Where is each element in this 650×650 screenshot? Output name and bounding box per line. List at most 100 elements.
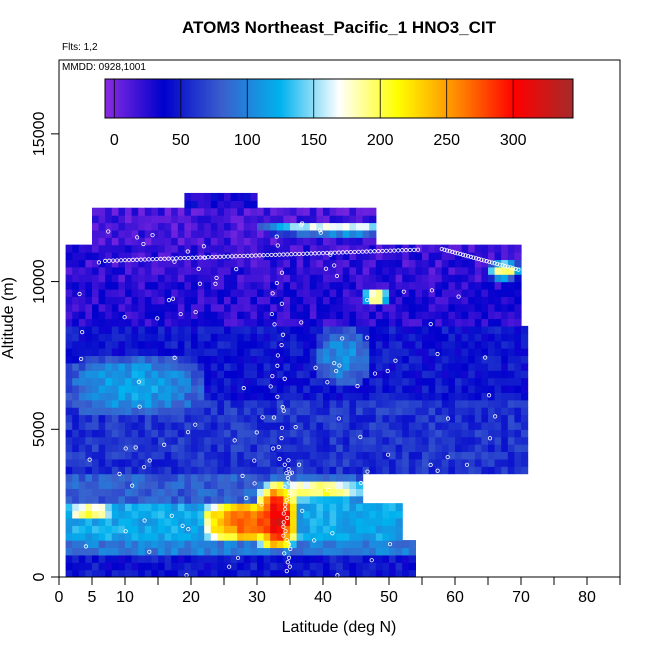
- heatmap-cell: [349, 252, 357, 261]
- heatmap-cell: [78, 503, 86, 512]
- heatmap-cell: [204, 296, 212, 305]
- heatmap-cell: [105, 333, 113, 342]
- heatmap-cell: [217, 503, 225, 512]
- heatmap-cell: [501, 377, 509, 386]
- heatmap-cell: [349, 288, 357, 297]
- heatmap-cell: [349, 436, 357, 445]
- heatmap-cell: [243, 510, 251, 519]
- track-point: [193, 422, 198, 427]
- heatmap-cell: [422, 377, 430, 386]
- heatmap-cell: [263, 562, 271, 571]
- heatmap-cell: [329, 340, 337, 349]
- heatmap-cell: [356, 480, 364, 489]
- heatmap-cell: [204, 488, 212, 497]
- heatmap-cell: [316, 495, 324, 504]
- track-point: [217, 254, 223, 259]
- heatmap-cell: [78, 252, 86, 261]
- heatmap-cell: [72, 451, 80, 460]
- heatmap-cell: [290, 340, 298, 349]
- track-point: [107, 258, 112, 263]
- heatmap-cell: [78, 333, 86, 342]
- heatmap-cell: [164, 288, 172, 297]
- heatmap-cell: [184, 444, 192, 453]
- heatmap-cell: [217, 355, 225, 364]
- heatmap-cell: [177, 281, 185, 290]
- heatmap-cell: [105, 451, 113, 460]
- heatmap-cell: [65, 274, 73, 283]
- heatmap-cell: [369, 436, 377, 445]
- heatmap-cell: [481, 370, 489, 379]
- heatmap-cell: [296, 266, 304, 275]
- heatmap-cell: [98, 429, 106, 438]
- heatmap-cell: [375, 333, 383, 342]
- heatmap-cell: [468, 466, 476, 475]
- heatmap-cell: [118, 311, 126, 320]
- heatmap-cell: [191, 458, 199, 467]
- heatmap-cell: [230, 207, 238, 216]
- heatmap-cell: [105, 288, 113, 297]
- heatmap-cell: [422, 399, 430, 408]
- heatmap-cell: [72, 266, 80, 275]
- heatmap-cell: [78, 362, 86, 371]
- heatmap-cell: [177, 340, 185, 349]
- heatmap-cell: [290, 495, 298, 504]
- heatmap-cell: [435, 436, 443, 445]
- heatmap-cell: [191, 266, 199, 275]
- heatmap-cell: [230, 229, 238, 238]
- heatmap-cell: [514, 458, 522, 467]
- heatmap-cell: [65, 355, 73, 364]
- track-point: [126, 257, 132, 263]
- heatmap-cell: [303, 325, 311, 334]
- heatmap-cell: [349, 569, 357, 577]
- heatmap-cell: [191, 444, 199, 453]
- heatmap-cell: [507, 399, 515, 408]
- heatmap-cell: [323, 540, 331, 549]
- heatmap-cell: [329, 562, 337, 571]
- heatmap-cell: [521, 377, 529, 386]
- heatmap-cell: [468, 281, 476, 290]
- heatmap-cell: [375, 407, 383, 416]
- heatmap-cell: [98, 303, 106, 312]
- heatmap-cell: [177, 444, 185, 453]
- heatmap-cell: [204, 274, 212, 283]
- heatmap-cell: [296, 525, 304, 534]
- heatmap-cell: [125, 562, 133, 571]
- heatmap-cell: [389, 348, 397, 357]
- heatmap-cell: [243, 200, 251, 209]
- heatmap-cell: [197, 384, 205, 393]
- heatmap-cell: [329, 473, 337, 482]
- heatmap-cell: [303, 451, 311, 460]
- heatmap-cell: [362, 296, 370, 305]
- heatmap-cell: [243, 370, 251, 379]
- heatmap-cell: [336, 421, 344, 430]
- heatmap-cell: [290, 525, 298, 534]
- heatmap-cell: [131, 281, 139, 290]
- heatmap-cell: [290, 333, 298, 342]
- heatmap-cell: [85, 466, 93, 475]
- heatmap-cell: [408, 399, 416, 408]
- heatmap-cell: [276, 222, 284, 231]
- heatmap-cell: [111, 325, 119, 334]
- heatmap-cell: [151, 421, 159, 430]
- heatmap-cell: [98, 458, 106, 467]
- heatmap-cell: [111, 377, 119, 386]
- heatmap-cell: [402, 340, 410, 349]
- heatmap-cell: [375, 451, 383, 460]
- heatmap-cell: [494, 311, 502, 320]
- heatmap-cell: [455, 384, 463, 393]
- heatmap-cell: [316, 370, 324, 379]
- heatmap-cell: [468, 325, 476, 334]
- track-point: [289, 252, 294, 257]
- heatmap-cell: [224, 407, 232, 416]
- heatmap-cell: [303, 399, 311, 408]
- heatmap-cell: [408, 266, 416, 275]
- heatmap-cell: [323, 414, 331, 423]
- heatmap-cell: [230, 192, 238, 201]
- heatmap-cell: [224, 237, 232, 246]
- heatmap-cell: [177, 348, 185, 357]
- heatmap-cell: [72, 421, 80, 430]
- track-point: [283, 502, 288, 507]
- heatmap-cell: [210, 266, 218, 275]
- heatmap-cell: [309, 488, 317, 497]
- heatmap-cell: [184, 222, 192, 231]
